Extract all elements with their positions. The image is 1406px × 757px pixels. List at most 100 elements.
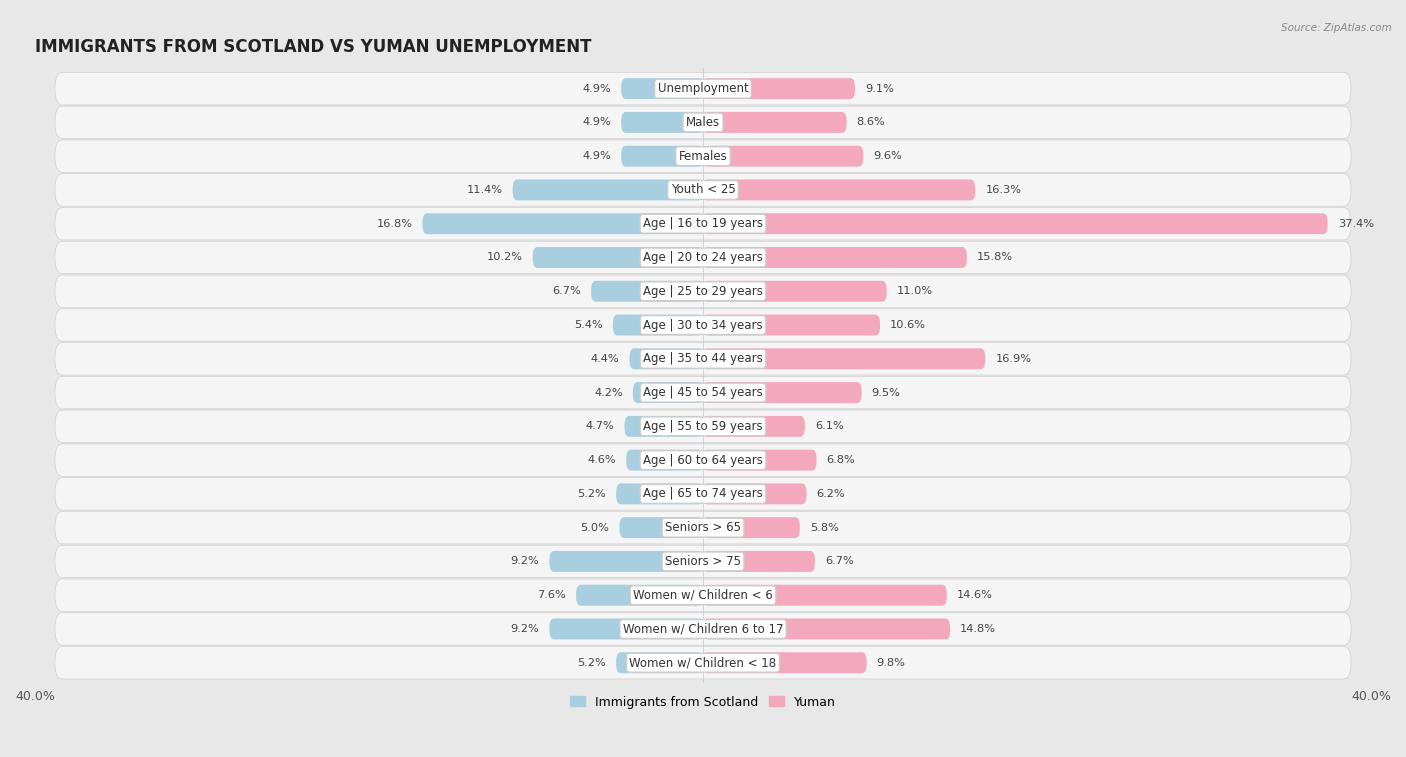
FancyBboxPatch shape (55, 241, 1351, 274)
Text: Women w/ Children < 6: Women w/ Children < 6 (633, 589, 773, 602)
Text: Women w/ Children < 18: Women w/ Children < 18 (630, 656, 776, 669)
Text: 5.4%: 5.4% (574, 320, 603, 330)
Text: 9.1%: 9.1% (865, 83, 894, 94)
Text: 14.8%: 14.8% (960, 624, 997, 634)
FancyBboxPatch shape (703, 584, 946, 606)
FancyBboxPatch shape (703, 247, 967, 268)
Text: 16.8%: 16.8% (377, 219, 412, 229)
Text: Age | 25 to 29 years: Age | 25 to 29 years (643, 285, 763, 298)
FancyBboxPatch shape (703, 281, 887, 302)
FancyBboxPatch shape (550, 551, 703, 572)
Text: 11.4%: 11.4% (467, 185, 502, 195)
Text: Age | 65 to 74 years: Age | 65 to 74 years (643, 488, 763, 500)
Text: 5.8%: 5.8% (810, 522, 839, 533)
FancyBboxPatch shape (55, 612, 1351, 645)
FancyBboxPatch shape (621, 112, 703, 133)
FancyBboxPatch shape (703, 416, 804, 437)
FancyBboxPatch shape (703, 315, 880, 335)
Text: 5.2%: 5.2% (578, 489, 606, 499)
FancyBboxPatch shape (621, 78, 703, 99)
FancyBboxPatch shape (55, 376, 1351, 409)
FancyBboxPatch shape (55, 512, 1351, 544)
Legend: Immigrants from Scotland, Yuman: Immigrants from Scotland, Yuman (565, 690, 841, 714)
FancyBboxPatch shape (55, 478, 1351, 510)
FancyBboxPatch shape (703, 551, 815, 572)
Text: Source: ZipAtlas.com: Source: ZipAtlas.com (1281, 23, 1392, 33)
Text: 8.6%: 8.6% (856, 117, 886, 127)
FancyBboxPatch shape (55, 73, 1351, 105)
Text: 9.2%: 9.2% (510, 556, 540, 566)
FancyBboxPatch shape (550, 618, 703, 640)
Text: 9.6%: 9.6% (873, 151, 903, 161)
FancyBboxPatch shape (55, 579, 1351, 612)
FancyBboxPatch shape (533, 247, 703, 268)
FancyBboxPatch shape (703, 382, 862, 403)
Text: Age | 16 to 19 years: Age | 16 to 19 years (643, 217, 763, 230)
FancyBboxPatch shape (55, 275, 1351, 307)
Text: Youth < 25: Youth < 25 (671, 183, 735, 197)
Text: 4.6%: 4.6% (588, 455, 616, 465)
Text: 5.0%: 5.0% (581, 522, 609, 533)
FancyBboxPatch shape (55, 309, 1351, 341)
FancyBboxPatch shape (703, 78, 855, 99)
Text: 10.2%: 10.2% (486, 253, 523, 263)
Text: 7.6%: 7.6% (537, 590, 567, 600)
FancyBboxPatch shape (703, 653, 866, 673)
Text: 15.8%: 15.8% (977, 253, 1014, 263)
Text: Females: Females (679, 150, 727, 163)
FancyBboxPatch shape (55, 174, 1351, 206)
Text: 9.5%: 9.5% (872, 388, 901, 397)
FancyBboxPatch shape (621, 145, 703, 167)
FancyBboxPatch shape (703, 618, 950, 640)
FancyBboxPatch shape (703, 145, 863, 167)
Text: 4.9%: 4.9% (582, 151, 612, 161)
FancyBboxPatch shape (703, 112, 846, 133)
FancyBboxPatch shape (616, 653, 703, 673)
Text: 4.2%: 4.2% (595, 388, 623, 397)
FancyBboxPatch shape (613, 315, 703, 335)
FancyBboxPatch shape (703, 213, 1327, 234)
FancyBboxPatch shape (703, 517, 800, 538)
FancyBboxPatch shape (630, 348, 703, 369)
FancyBboxPatch shape (422, 213, 703, 234)
FancyBboxPatch shape (576, 584, 703, 606)
FancyBboxPatch shape (620, 517, 703, 538)
Text: Age | 55 to 59 years: Age | 55 to 59 years (643, 420, 763, 433)
Text: 9.2%: 9.2% (510, 624, 540, 634)
FancyBboxPatch shape (624, 416, 703, 437)
Text: 16.3%: 16.3% (986, 185, 1021, 195)
FancyBboxPatch shape (513, 179, 703, 201)
FancyBboxPatch shape (55, 444, 1351, 476)
Text: 6.1%: 6.1% (815, 422, 844, 431)
FancyBboxPatch shape (616, 484, 703, 504)
FancyBboxPatch shape (55, 207, 1351, 240)
Text: Males: Males (686, 116, 720, 129)
FancyBboxPatch shape (55, 106, 1351, 139)
FancyBboxPatch shape (55, 545, 1351, 578)
Text: 4.4%: 4.4% (591, 354, 620, 364)
Text: 37.4%: 37.4% (1337, 219, 1374, 229)
Text: 5.2%: 5.2% (578, 658, 606, 668)
Text: 6.2%: 6.2% (817, 489, 845, 499)
Text: 9.8%: 9.8% (877, 658, 905, 668)
Text: Women w/ Children 6 to 17: Women w/ Children 6 to 17 (623, 622, 783, 635)
Text: Age | 30 to 34 years: Age | 30 to 34 years (643, 319, 763, 332)
Text: 10.6%: 10.6% (890, 320, 927, 330)
FancyBboxPatch shape (55, 646, 1351, 679)
Text: Unemployment: Unemployment (658, 83, 748, 95)
FancyBboxPatch shape (55, 343, 1351, 375)
Text: 11.0%: 11.0% (897, 286, 932, 296)
Text: 6.7%: 6.7% (553, 286, 581, 296)
Text: 6.8%: 6.8% (827, 455, 855, 465)
Text: 16.9%: 16.9% (995, 354, 1031, 364)
FancyBboxPatch shape (703, 450, 817, 471)
Text: 4.9%: 4.9% (582, 117, 612, 127)
Text: 6.7%: 6.7% (825, 556, 853, 566)
Text: Age | 45 to 54 years: Age | 45 to 54 years (643, 386, 763, 399)
FancyBboxPatch shape (633, 382, 703, 403)
FancyBboxPatch shape (55, 140, 1351, 173)
Text: Age | 60 to 64 years: Age | 60 to 64 years (643, 453, 763, 466)
FancyBboxPatch shape (55, 410, 1351, 443)
Text: Seniors > 75: Seniors > 75 (665, 555, 741, 568)
Text: 4.9%: 4.9% (582, 83, 612, 94)
